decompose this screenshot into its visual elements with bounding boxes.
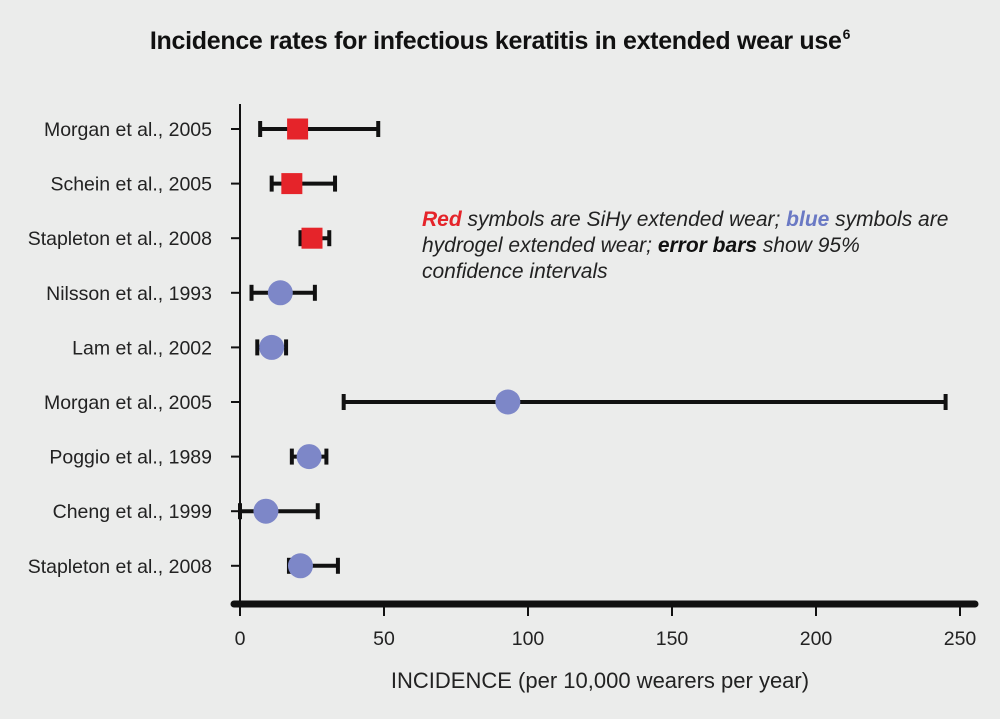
- study-label: Stapleton et al., 2008: [28, 556, 212, 578]
- chart-title-text: Incidence rates for infectious keratitis…: [149, 27, 842, 55]
- study-label: Morgan et al., 2005: [44, 392, 212, 414]
- hydrogel-circle-marker: [287, 553, 313, 579]
- study-label: Poggio et al., 1989: [49, 447, 212, 469]
- chart-title-reference: 6: [842, 26, 851, 42]
- study-label: Lam et al., 2002: [72, 337, 212, 359]
- hydrogel-circle-marker: [259, 334, 285, 360]
- study-label: Stapleton et al., 2008: [28, 228, 212, 250]
- x-tick-label: 100: [512, 628, 545, 650]
- x-tick-label: 250: [944, 628, 977, 650]
- study-label: Schein et al., 2005: [50, 174, 212, 196]
- sihy-square-marker: [287, 118, 309, 140]
- hydrogel-circle-marker: [296, 444, 322, 470]
- chart-title: Incidence rates for infectious keratitis…: [0, 26, 1000, 56]
- legend-text-3: show 95% confidence intervals: [422, 234, 860, 283]
- x-tick-label: 0: [235, 628, 246, 650]
- legend-red-word: Red: [422, 208, 462, 231]
- legend-blue-word: blue: [786, 208, 830, 231]
- study-label: Nilsson et al., 1993: [46, 283, 212, 305]
- x-tick-label: 200: [800, 628, 833, 650]
- legend-text-2: symbols are hydrogel extended wear;: [422, 208, 949, 257]
- sihy-square-marker: [301, 227, 323, 249]
- chart-legend: Red symbols are SiHy extended wear; blue…: [422, 207, 952, 285]
- study-label: Cheng et al., 1999: [53, 501, 212, 523]
- x-axis-label: INCIDENCE (per 10,000 wearers per year): [391, 668, 809, 693]
- study-label: Morgan et al., 2005: [44, 119, 212, 141]
- hydrogel-circle-marker: [495, 389, 521, 415]
- sihy-square-marker: [281, 173, 303, 195]
- hydrogel-circle-marker: [253, 498, 279, 524]
- legend-error-bars-word: error bars: [657, 234, 758, 257]
- x-tick-label: 150: [656, 628, 689, 650]
- legend-text-1: symbols are SiHy extended wear;: [461, 208, 787, 231]
- x-tick-label: 50: [373, 628, 395, 650]
- hydrogel-circle-marker: [267, 280, 293, 306]
